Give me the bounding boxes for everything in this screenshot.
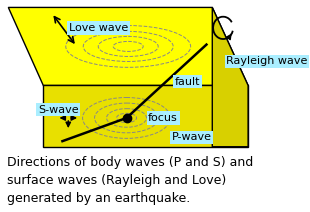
Text: Love wave: Love wave	[69, 23, 128, 33]
Polygon shape	[212, 7, 248, 147]
Text: Directions of body waves (P and S) and
surface waves (Rayleigh and Love)
generat: Directions of body waves (P and S) and s…	[7, 156, 253, 205]
Polygon shape	[8, 7, 248, 85]
Text: P-wave: P-wave	[171, 132, 211, 142]
Text: focus: focus	[148, 113, 178, 123]
Polygon shape	[43, 85, 248, 147]
Text: S-wave: S-wave	[38, 105, 79, 114]
Text: fault: fault	[175, 77, 200, 87]
Text: Rayleigh wave: Rayleigh wave	[226, 56, 308, 66]
